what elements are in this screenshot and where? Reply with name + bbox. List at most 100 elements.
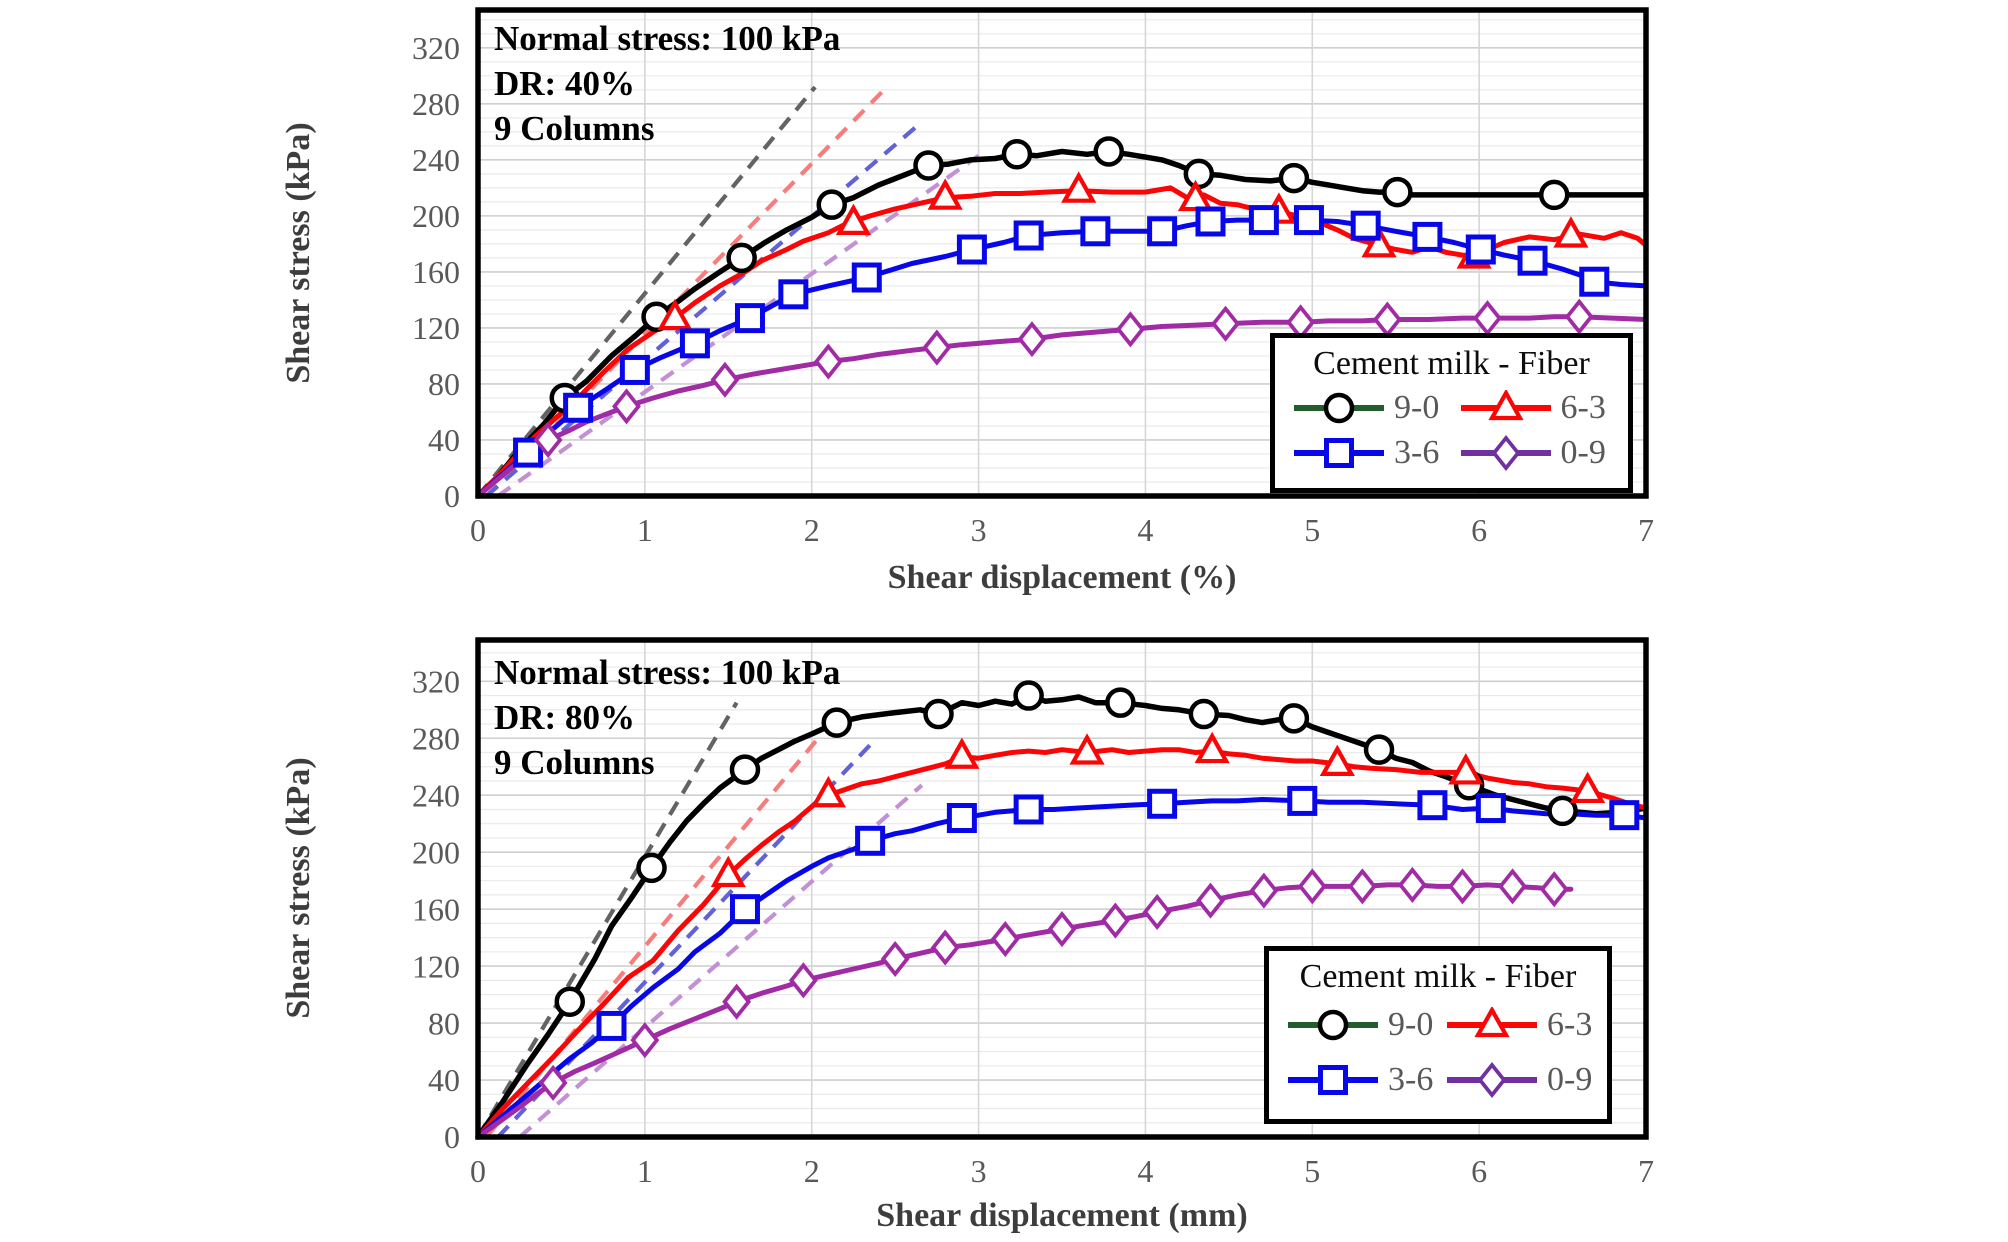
y-tick-label: 200	[412, 834, 460, 870]
triangle-marker-icon	[1177, 179, 1214, 212]
square-marker-icon	[851, 262, 882, 293]
triangle-marker-icon	[1194, 731, 1230, 764]
legend-label: 0-9	[1547, 1060, 1593, 1098]
square-marker-icon	[956, 234, 987, 265]
series-0-9-swatch-icon	[1458, 435, 1554, 472]
x-tick-label: 3	[971, 512, 987, 548]
series-9-0-swatch-icon	[1291, 390, 1387, 426]
y-tick-label: 240	[412, 142, 460, 178]
y-tick-label: 160	[412, 891, 460, 927]
square-marker-icon	[1147, 216, 1178, 247]
circle-marker-icon	[1013, 680, 1044, 711]
series-0-9-swatch-icon	[1444, 1061, 1540, 1098]
legend-title: Cement milk - Fiber	[1299, 958, 1577, 995]
diamond-marker-icon	[1564, 298, 1594, 335]
diamond-marker-icon	[710, 361, 740, 398]
y-tick-label: 240	[412, 777, 460, 813]
square-marker-icon	[563, 392, 594, 423]
stiffness-dashed-9-0	[476, 85, 817, 498]
diamond-marker-icon	[813, 343, 843, 380]
y-tick-label: 160	[412, 254, 460, 290]
y-tick-label: 40	[428, 1062, 460, 1098]
triangle-marker-icon	[1487, 389, 1524, 420]
circle-marker-icon	[1278, 162, 1310, 194]
x-tick-label: 5	[1304, 512, 1320, 548]
square-marker-icon	[946, 803, 977, 834]
annotation-normal-stress: Normal stress: 100 kPa	[494, 19, 841, 58]
chart-dr40: 0 40 80 120 160 200 240 280 320 0 1 2 3 4 5 6 7	[412, 7, 1654, 548]
legend-item-0-9: 0-9	[1444, 1061, 1603, 1099]
triangle-marker-icon	[1474, 1007, 1510, 1038]
diamond-marker-icon	[1491, 435, 1520, 472]
legend-top: Cement milk - Fiber 9-0 6-3 3-6 0-9	[1270, 333, 1633, 493]
legend-title: Cement milk - Fiber	[1313, 345, 1590, 382]
plot-border	[475, 637, 1649, 1140]
series-3-6-markers	[513, 205, 1610, 468]
series-0-9-line	[475, 314, 1649, 499]
y-axis-title-bottom: Shear stress (kPa)	[280, 757, 317, 1019]
legend-label: 0-9	[1560, 434, 1606, 472]
square-marker-icon	[1412, 221, 1443, 252]
y-tick-label: 280	[412, 86, 460, 122]
triangle-marker-icon	[944, 737, 980, 769]
triangle-marker-icon	[927, 178, 963, 210]
square-marker-icon	[513, 437, 544, 468]
x-tick-label: 4	[1137, 512, 1153, 548]
diamond-marker-icon	[722, 983, 752, 1020]
series-9-0-markers	[549, 136, 1570, 414]
diamond-marker-icon	[788, 962, 818, 999]
triangle-marker-icon	[1319, 744, 1355, 776]
legend-label: 6-3	[1560, 388, 1606, 426]
diamond-marker-icon	[1142, 893, 1172, 931]
series-3-6-swatch-icon	[1291, 435, 1387, 471]
legend-item-6-3: 6-3	[1458, 389, 1625, 427]
square-marker-icon	[596, 1010, 627, 1041]
circle-marker-icon	[923, 698, 954, 730]
legend-item-3-6: 3-6	[1291, 434, 1458, 472]
y-tick-label: 200	[412, 198, 460, 234]
diamond-marker-icon	[1196, 882, 1225, 919]
triangle-marker-icon	[1570, 771, 1606, 804]
circle-marker-icon	[1105, 687, 1136, 718]
circle-marker-icon	[821, 707, 852, 738]
square-marker-icon	[778, 279, 809, 310]
y-tick-label: 320	[412, 30, 460, 66]
annotation-normal-stress: Normal stress: 100 kPa	[494, 653, 841, 692]
x-tick-label: 6	[1471, 512, 1487, 548]
annotation-dr: DR: 80%	[494, 698, 635, 737]
square-marker-icon	[1475, 793, 1506, 824]
series-3-6-markers	[596, 785, 1640, 1041]
square-marker-icon	[1609, 800, 1640, 831]
y-tick-label: 0	[444, 478, 460, 514]
triangle-marker-icon	[1553, 216, 1589, 248]
series-0-9-markers	[533, 298, 1594, 459]
circle-marker-icon	[816, 189, 847, 220]
square-marker-icon	[1465, 234, 1496, 265]
series-0-9-markers	[538, 866, 1569, 1101]
square-marker-icon	[1287, 785, 1318, 816]
diamond-marker-icon	[1017, 321, 1047, 358]
square-marker-icon	[1195, 206, 1226, 237]
circle-marker-icon	[1093, 136, 1124, 167]
square-marker-icon	[1318, 1064, 1348, 1095]
stiffness-dashed-9-0	[476, 701, 739, 1139]
legend-item-9-0: 9-0	[1291, 389, 1458, 427]
circle-marker-icon	[1538, 179, 1570, 211]
annotation-block-dr40: Normal stress: 100 kPa DR: 40% 9 Columns	[494, 16, 840, 151]
square-marker-icon	[1293, 205, 1324, 236]
square-marker-icon	[1147, 788, 1178, 819]
series-6-3-swatch-icon	[1458, 389, 1554, 426]
circle-marker-icon	[913, 150, 944, 181]
diamond-marker-icon	[1100, 902, 1130, 939]
circle-marker-icon	[554, 986, 586, 1017]
annotation-dr: DR: 40%	[494, 64, 635, 103]
series-9-0-swatch-icon	[1285, 1007, 1381, 1043]
circle-marker-icon	[1317, 1010, 1349, 1041]
triangle-marker-icon	[710, 855, 746, 888]
diamond-marker-icon	[1477, 1061, 1507, 1098]
x-tick-label: 4	[1137, 1153, 1153, 1189]
square-marker-icon	[729, 894, 760, 925]
diamond-marker-icon	[990, 921, 1020, 958]
circle-marker-icon	[636, 852, 667, 884]
